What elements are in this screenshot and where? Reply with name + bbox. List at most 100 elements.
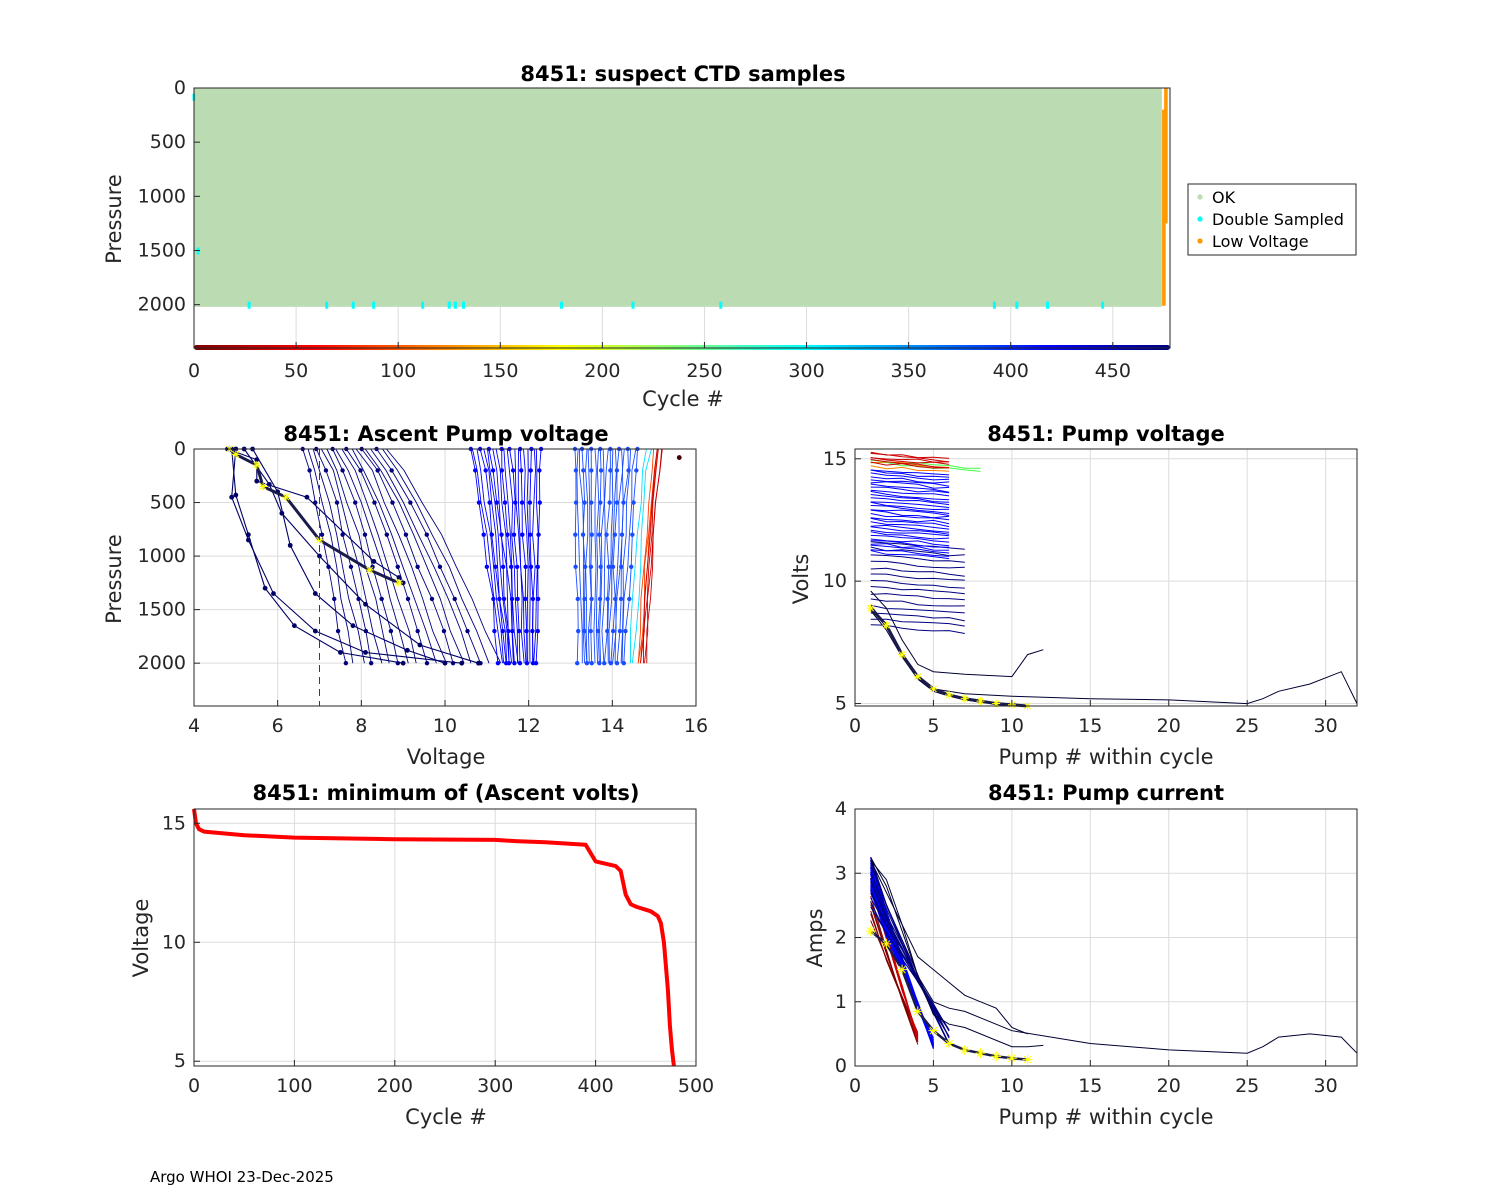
minimum-volts-frame xyxy=(193,808,697,1067)
legend-ok-label: OK xyxy=(1212,188,1236,207)
ascent-profile-point xyxy=(595,628,601,634)
double-sampled-point xyxy=(351,301,355,309)
ascent-profile-point xyxy=(465,628,470,634)
failing-profile-point xyxy=(233,492,239,498)
legend-ok-marker xyxy=(1197,194,1203,200)
pump-current-ylabel: Amps xyxy=(803,908,827,967)
pump-voltage-x-tick-label: 20 xyxy=(1157,715,1181,737)
ascent-frame xyxy=(193,448,697,707)
ascent-profile-point xyxy=(516,628,522,634)
suspect-ctd-x-tick-label: 150 xyxy=(482,360,518,382)
ascent-profile-point xyxy=(533,660,539,666)
ascent-profile-point xyxy=(429,596,435,602)
pump-voltage-cycle-line xyxy=(870,479,950,487)
double-sampled-point xyxy=(719,301,723,309)
double-sampled-point xyxy=(325,301,329,309)
ascent-profile-line xyxy=(532,448,536,664)
ascent-profile-point xyxy=(508,564,514,569)
lowest-cycle-marker xyxy=(865,926,876,937)
minimum-volts-x-tick-label: 500 xyxy=(678,1075,714,1097)
minimum-volts-x-tick-label: 100 xyxy=(276,1075,312,1097)
pump-current-x-tick-label: 5 xyxy=(927,1075,939,1097)
ascent-profile-point xyxy=(368,660,374,666)
ascent-profile-line xyxy=(382,448,490,664)
minimum-voltage-line xyxy=(192,808,676,1067)
minimum-ascent-volts-title: 8451: minimum of (Ascent volts) xyxy=(252,781,639,805)
ascent-profile-point xyxy=(524,660,530,666)
ascent-profile-line xyxy=(307,448,354,664)
pump-voltage-cycle-line xyxy=(870,560,965,569)
suspect-ctd-y-tick-label: 1000 xyxy=(138,185,186,207)
lowest-cycle-marker xyxy=(882,621,891,630)
minimum-volts-y-tick-label: 15 xyxy=(162,812,186,834)
double-sampled-point xyxy=(1045,301,1049,309)
ascent-profile-line xyxy=(345,448,428,664)
ascent-profile-point xyxy=(408,500,413,505)
ascent-profile-line xyxy=(517,448,527,664)
ascent-pump-voltage-ylabel: Pressure xyxy=(102,534,126,624)
ascent-profile-point xyxy=(612,532,618,537)
failing-profile-point xyxy=(459,660,465,666)
ascent-profile-line xyxy=(587,448,592,664)
pump-voltage-y-tick-label: 15 xyxy=(823,448,847,470)
pump-current-y-tick-label: 4 xyxy=(835,798,847,820)
pump-voltage-x-tick-label: 0 xyxy=(849,715,861,737)
ascent-profile-line xyxy=(471,448,503,664)
legend-box xyxy=(1187,183,1357,256)
suspect-ctd-xlabel: Cycle # xyxy=(642,387,724,411)
ascent-profile-point xyxy=(607,500,612,505)
ascent-profile-point xyxy=(528,564,534,569)
failing-profile-point xyxy=(312,591,318,596)
ascent-profile-point xyxy=(606,564,611,569)
pump-voltage-cycle-line xyxy=(870,494,950,503)
double-sampled-point xyxy=(560,301,564,309)
pump-current-xlabel: Pump # within cycle xyxy=(999,1105,1214,1129)
lowest-cycle-marker xyxy=(992,699,1001,708)
failing-profile-point xyxy=(404,647,410,653)
minimum-volts-data xyxy=(192,808,676,1067)
ascent-x-tick-label: 14 xyxy=(600,715,624,737)
ascent-profile-line xyxy=(370,448,472,664)
pump-voltage-cycle-line xyxy=(870,612,965,622)
ascent-profile-point xyxy=(384,532,390,537)
ascent-profile-line xyxy=(302,448,347,664)
pump-voltage-cycle-line xyxy=(870,544,950,554)
ascent-profile-point xyxy=(610,628,616,634)
suspect-ctd-x-tick-label: 250 xyxy=(686,360,722,382)
failing-profile-point xyxy=(287,542,293,548)
ascent-profile-point xyxy=(441,628,447,634)
ascent-profile-point xyxy=(362,532,368,537)
suspect-ctd-y-tick-label: 500 xyxy=(150,131,186,153)
ascent-profile-point xyxy=(608,660,614,666)
pump-voltage-ylabel: Volts xyxy=(789,554,813,605)
ascent-profile-point xyxy=(604,532,609,537)
ascent-profile-line xyxy=(503,448,519,664)
ascent-profile-line xyxy=(386,448,502,664)
pump-voltage-cycle-line xyxy=(870,501,950,511)
ascent-profile-point xyxy=(405,596,411,602)
ascent-profile-point xyxy=(348,564,354,569)
ascent-profile-point xyxy=(621,660,626,666)
ascent-x-tick-label: 12 xyxy=(517,715,541,737)
pump-voltage-cycle-line xyxy=(870,501,950,508)
ascent-profile-line xyxy=(470,448,499,664)
lowest-cycle-marker xyxy=(960,694,969,703)
pump-voltage-cycle-line xyxy=(870,451,950,459)
ascent-profile-point xyxy=(452,596,457,602)
low-voltage-samples xyxy=(1162,109,1166,306)
double-sampled-point xyxy=(631,301,635,309)
suspect-ctd-title: 8451: suspect CTD samples xyxy=(520,62,845,86)
minimum-volts-plot-area xyxy=(194,809,696,1066)
failing-profile-point xyxy=(304,494,310,500)
ascent-profile-line xyxy=(646,448,663,664)
failing-cycle-line xyxy=(870,590,1044,678)
minimum-ascent-volts-ylabel: Voltage xyxy=(129,899,153,978)
lowest-cycle-marker xyxy=(394,578,403,587)
ascent-profile-point xyxy=(520,532,525,537)
ascent-x-tick-label: 6 xyxy=(272,715,284,737)
pump-voltage-cycle-line xyxy=(870,538,950,547)
ascent-profile-point xyxy=(340,532,345,537)
ascent-pump-voltage-chart: 8451: Ascent Pump voltage Voltage Pressu… xyxy=(102,422,708,769)
ascent-profile-point xyxy=(390,500,395,505)
lowest-cycle-marker xyxy=(991,1051,1002,1062)
